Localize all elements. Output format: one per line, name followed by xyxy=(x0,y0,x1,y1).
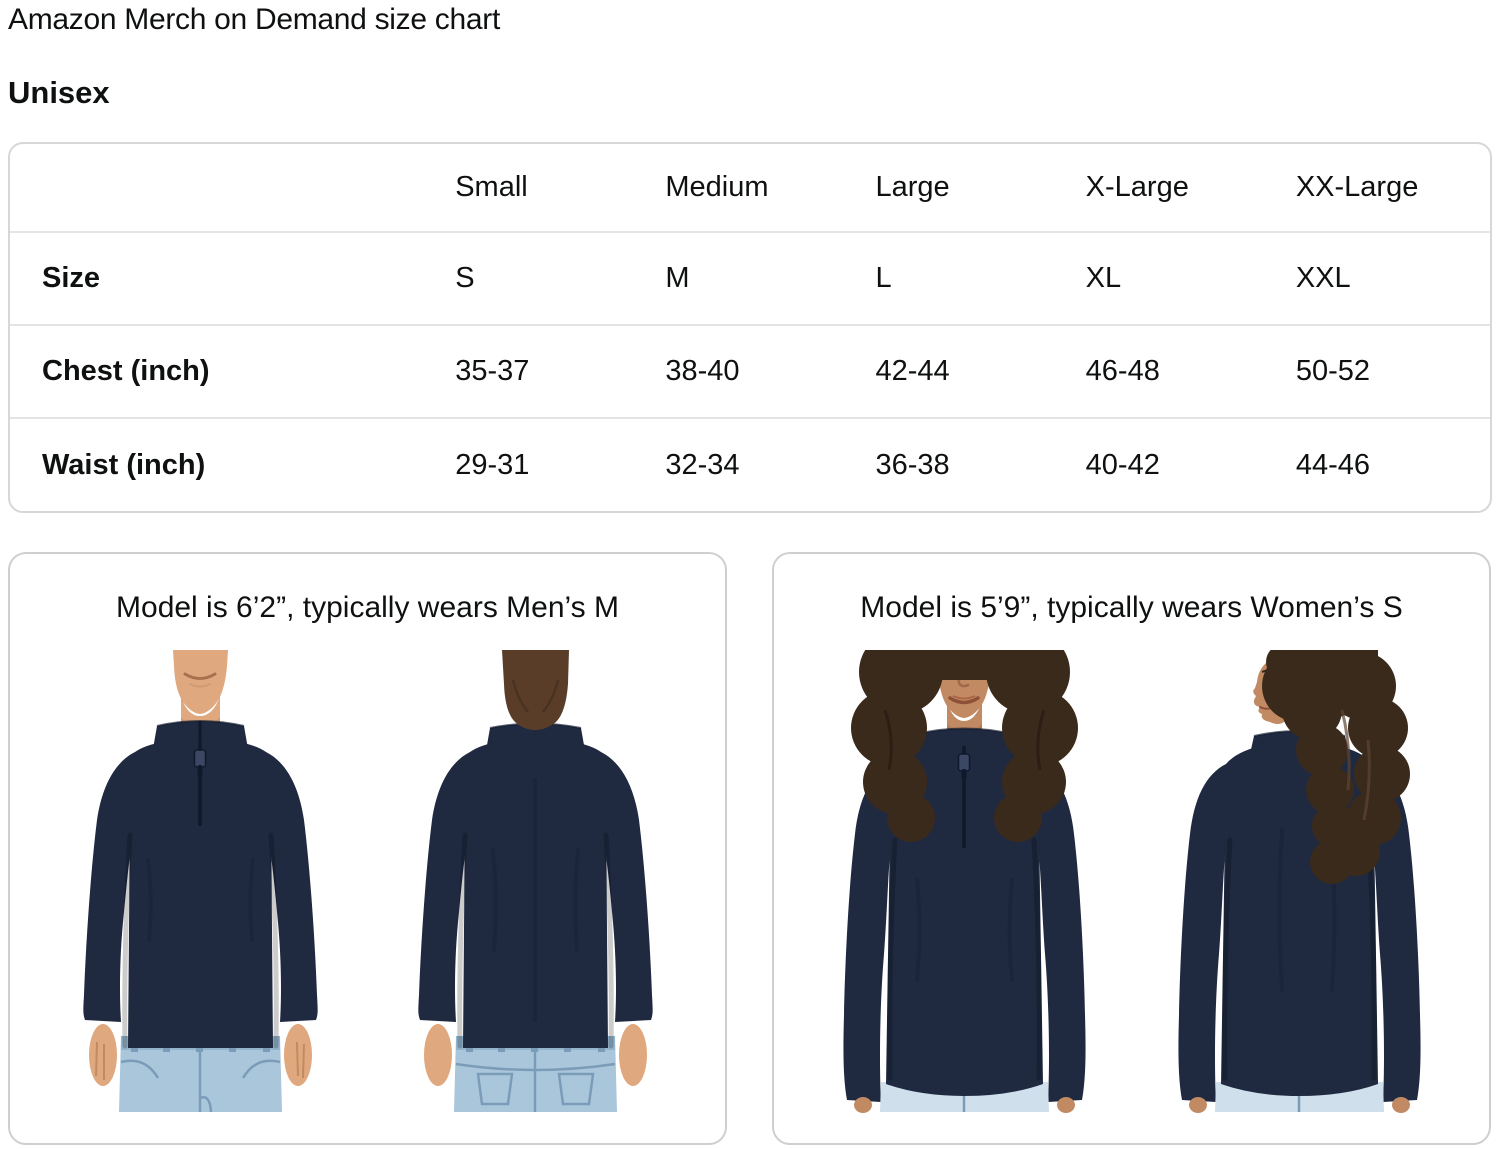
size-cell: 35-37 xyxy=(455,355,530,387)
female-model-card: Model is 5’9”, typically wears Women’s S xyxy=(772,552,1491,1145)
size-cell: 36-38 xyxy=(875,448,950,481)
female-model-front-image xyxy=(842,650,1086,1113)
column-header-medium: Medium xyxy=(665,171,769,203)
female-model-caption: Model is 5’9”, typically wears Women’s S xyxy=(860,591,1403,624)
column-header-small: Small xyxy=(455,171,528,203)
size-cell: 50-52 xyxy=(1295,355,1370,387)
size-table-header-row: Small Medium Large X-Large XX-Large xyxy=(10,144,1490,232)
table-row-waist: Waist (inch) 29-31 32-34 36-38 40-42 44-… xyxy=(10,418,1490,511)
corner-cell xyxy=(10,144,439,232)
size-cell: 40-42 xyxy=(1085,448,1160,481)
table-row-chest: Chest (inch) 35-37 38-40 42-44 46-48 50-… xyxy=(10,325,1490,418)
size-cell: 32-34 xyxy=(665,448,740,481)
column-header-large: Large xyxy=(875,171,950,203)
row-label: Chest (inch) xyxy=(42,355,210,387)
section-heading-unisex: Unisex xyxy=(8,75,110,110)
size-cell: XL xyxy=(1085,262,1122,294)
male-model-figures xyxy=(10,650,725,1114)
size-cell: 44-46 xyxy=(1295,448,1370,481)
male-model-caption: Model is 6’2”, typically wears Men’s M xyxy=(116,591,619,624)
size-cell: L xyxy=(875,262,892,294)
row-label: Size xyxy=(42,262,101,294)
male-model-card: Model is 6’2”, typically wears Men’s M xyxy=(8,552,727,1145)
male-model-front-image xyxy=(82,650,318,1113)
size-table-container: Small Medium Large X-Large XX-Large Size… xyxy=(8,142,1492,513)
model-cards-row: Model is 6’2”, typically wears Men’s M xyxy=(8,552,1492,1145)
female-model-figures xyxy=(774,650,1489,1114)
male-model-back-image xyxy=(417,650,653,1112)
column-header-xx-large: XX-Large xyxy=(1295,171,1419,203)
size-cell: M xyxy=(665,262,690,294)
size-table: Small Medium Large X-Large XX-Large Size… xyxy=(10,144,1490,511)
size-cell: S xyxy=(455,262,475,294)
curly-hair-back xyxy=(1261,650,1410,884)
curly-hair xyxy=(850,650,1078,842)
table-row-size: Size S M L XL XXL xyxy=(10,232,1490,325)
size-cell: 29-31 xyxy=(455,448,530,481)
size-cell: XXL xyxy=(1295,262,1351,294)
page-title: Amazon Merch on Demand size chart xyxy=(8,3,500,36)
row-label: Waist (inch) xyxy=(42,448,206,481)
size-cell: 38-40 xyxy=(665,355,740,387)
female-model-back-image xyxy=(1177,650,1421,1113)
size-cell: 46-48 xyxy=(1085,355,1160,387)
size-cell: 42-44 xyxy=(875,355,950,387)
column-header-x-large: X-Large xyxy=(1085,171,1189,203)
